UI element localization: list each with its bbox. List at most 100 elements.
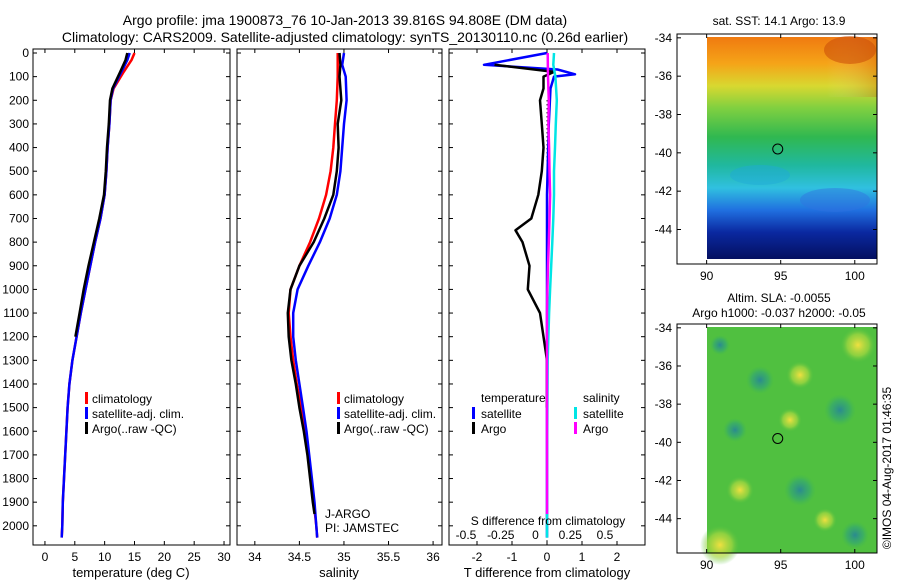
x-tick-label: 34.5 (288, 550, 312, 564)
legend-label-t-satellite: satellite (481, 407, 522, 421)
x-tick-label: 5 (71, 550, 78, 564)
legend-swatch-s-argo (574, 422, 577, 434)
series-line-argo (494, 63, 556, 408)
difference-series (482, 51, 577, 538)
map-lat-label: -34 (655, 31, 673, 45)
figure-title-line1: Argo profile: jma 1900873_76 10-Jan-2013… (123, 12, 567, 28)
series-line-argo (286, 52, 343, 515)
annotation-pi: PI: JAMSTEC (325, 521, 399, 535)
depth-tick-label: 1400 (2, 377, 29, 391)
series-line-argo_s (545, 52, 552, 514)
legend-swatch-s-satellite (574, 407, 577, 419)
map-lon-label: 90 (700, 558, 714, 572)
map-lat-label: -36 (655, 69, 673, 83)
legend-label-s-argo: Argo (583, 422, 609, 436)
legend-title-temperature: temperature (481, 391, 546, 405)
sla-map-title-line1: Altim. SLA: -0.0055 (727, 291, 831, 305)
sla-map-frame (676, 323, 878, 554)
x-tick-label: 20 (158, 550, 172, 564)
s-difference-tick-label: 0.25 (559, 528, 583, 542)
legend-label-t-argo: Argo (481, 422, 507, 436)
x-tick-label: 35 (337, 550, 351, 564)
depth-tick-label: 100 (9, 70, 29, 84)
depth-tick-label: 2000 (2, 519, 29, 533)
depth-tick-label: 0 (22, 46, 29, 60)
map-lat-label: -38 (655, 108, 673, 122)
depth-tick-label: 500 (9, 164, 29, 178)
sst-map-title: sat. SST: 14.1 Argo: 13.9 (713, 14, 846, 28)
salinity-panel: 34 34.5 35 35.5 36 salinity climatology sate… (236, 48, 443, 580)
map-lat-label: -44 (655, 223, 673, 237)
map-lon-label: 90 (700, 269, 714, 283)
salinity-axes-frame (236, 48, 443, 546)
depth-tick-label: 300 (9, 117, 29, 131)
sla-high-eddy (786, 361, 814, 389)
series-line-climatology (60, 52, 136, 538)
legend-swatch-argo (85, 422, 88, 434)
x-tick-label: 10 (98, 550, 112, 564)
x-tick-label: 0 (42, 550, 49, 564)
depth-tick-label: 600 (9, 188, 29, 202)
sla-low-eddy (824, 394, 856, 426)
x-tick-label: 2 (614, 550, 621, 564)
s-difference-x-axis: -0.5 -0.25 0 0.25 0.5 (456, 528, 614, 542)
sla-low-eddy (841, 521, 869, 549)
temperature-series (60, 52, 136, 538)
sla-low-eddy (746, 366, 774, 394)
argo-location-marker (772, 143, 784, 155)
legend-label-satellite: satellite-adj. clim. (344, 407, 436, 421)
legend-label-argo: Argo(..raw -QC) (92, 422, 177, 436)
sla-high-eddy (813, 508, 837, 532)
x-tick-label: 30 (217, 550, 231, 564)
map-lon-label: 100 (845, 269, 865, 283)
x-tick-label: 36 (426, 550, 440, 564)
legend-swatch-argo (337, 422, 340, 434)
salinity-series (286, 52, 348, 538)
legend-swatch-t-satellite (472, 407, 475, 419)
s-difference-label: S difference from climatology (471, 514, 626, 528)
temperature-xlabel: temperature (deg C) (72, 565, 189, 580)
difference-panel: -2 -1 0 1 2 -0.5 -0.25 0 0.25 0.5 S difference f… (448, 48, 646, 580)
legend-label-satellite: satellite-adj. clim. (92, 407, 184, 421)
legend-label-s-satellite: satellite (583, 407, 624, 421)
sla-high-eddy (840, 327, 876, 363)
legend-swatch-climatology (85, 392, 88, 404)
sla-high-eddy (700, 525, 740, 565)
salinity-xlabel: salinity (319, 565, 359, 580)
sla-map-title-line2: Argo h1000: -0.037 h2000: -0.05 (692, 306, 866, 320)
depth-tick-label: 400 (9, 141, 29, 155)
salinity-depth-ticks (237, 52, 442, 527)
x-tick-label: 0 (544, 550, 551, 564)
depth-tick-label: 1800 (2, 472, 29, 486)
salinity-legend: climatology satellite-adj. clim. Argo(..… (337, 392, 436, 436)
map-lat-label: -42 (655, 473, 673, 487)
series-line-satellite (291, 52, 348, 538)
depth-tick-label: 900 (9, 259, 29, 273)
depth-tick-label: 800 (9, 235, 29, 249)
depth-tick-label: 1500 (2, 401, 29, 415)
figure-title-line2: Climatology: CARS2009. Satellite-adjuste… (62, 29, 628, 45)
map-lat-label: -38 (655, 397, 673, 411)
map-lon-label: 95 (774, 269, 788, 283)
x-tick-label: 35.5 (377, 550, 401, 564)
sla-low-eddy (784, 474, 816, 506)
depth-tick-label: 1000 (2, 282, 29, 296)
map-lat-label: -40 (655, 435, 673, 449)
map-lat-label: -40 (655, 146, 673, 160)
map-lat-label: -44 (655, 512, 673, 526)
sst-cool-patch (800, 188, 870, 212)
s-difference-tick-label: 0.5 (597, 528, 614, 542)
depth-tick-label: 1700 (2, 448, 29, 462)
depth-tick-label: 1100 (3, 306, 29, 320)
sla-high-eddy (726, 476, 754, 504)
depth-tick-label: 200 (9, 93, 29, 107)
depth-tick-label: 1600 (2, 424, 29, 438)
depth-tick-label: 1900 (2, 495, 29, 509)
sst-map-axes: 90 95 100 -34 -36 -38 -40 -42 -44 (655, 31, 877, 283)
sst-heatmap (707, 36, 877, 259)
legend-swatch-satellite (85, 407, 88, 419)
sla-map-axes: 90 95 100 -34 -36 -38 -40 -42 -44 (655, 321, 877, 572)
map-lat-label: -34 (655, 321, 673, 335)
argo-location-marker (772, 433, 784, 444)
